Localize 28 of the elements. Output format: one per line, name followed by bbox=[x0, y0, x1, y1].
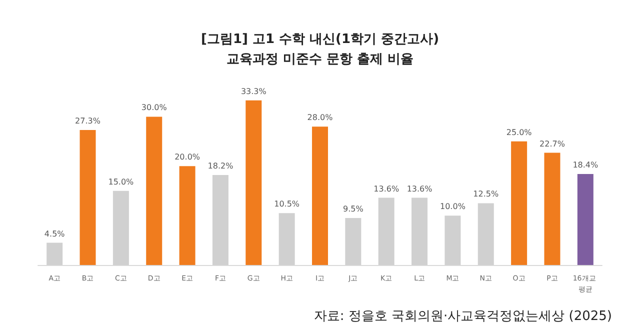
bar bbox=[146, 116, 162, 265]
data-label: 13.6% bbox=[406, 184, 433, 194]
bar bbox=[577, 174, 594, 265]
data-label: 15.0% bbox=[108, 177, 134, 186]
bar bbox=[246, 100, 262, 265]
data-label: 18.4% bbox=[572, 160, 599, 170]
data-label: 28.0% bbox=[307, 113, 334, 122]
data-label: 18.2% bbox=[208, 162, 234, 171]
bar bbox=[80, 130, 96, 265]
data-label: 10.5% bbox=[274, 200, 300, 209]
data-label: 33.3% bbox=[240, 86, 267, 96]
data-label: 30.0% bbox=[141, 103, 168, 112]
data-label: 4.5% bbox=[44, 229, 66, 238]
data-label: 10.0% bbox=[440, 202, 466, 212]
data-label: 20.0% bbox=[174, 152, 200, 162]
text: 자료: 정을호 국회의원·사교육걱정없는세상 (2025) bbox=[314, 309, 612, 324]
data-label: 9.5% bbox=[343, 204, 364, 214]
chart-title: [그림1] 고1 수학 내신(1학기 중간고사) bbox=[200, 32, 440, 47]
data-label: 13.6% bbox=[374, 184, 400, 194]
bar bbox=[511, 141, 528, 265]
data-label: 22.7% bbox=[540, 139, 566, 148]
data-label: 27.3% bbox=[75, 116, 101, 126]
chart-subtitle: 교육과정 미준수 문항 출제 비율 bbox=[226, 52, 414, 67]
bar bbox=[179, 166, 196, 265]
bar bbox=[544, 152, 560, 265]
bar bbox=[312, 126, 328, 265]
data-label: 25.0% bbox=[506, 128, 532, 137]
data-label: 12.5% bbox=[473, 190, 499, 199]
